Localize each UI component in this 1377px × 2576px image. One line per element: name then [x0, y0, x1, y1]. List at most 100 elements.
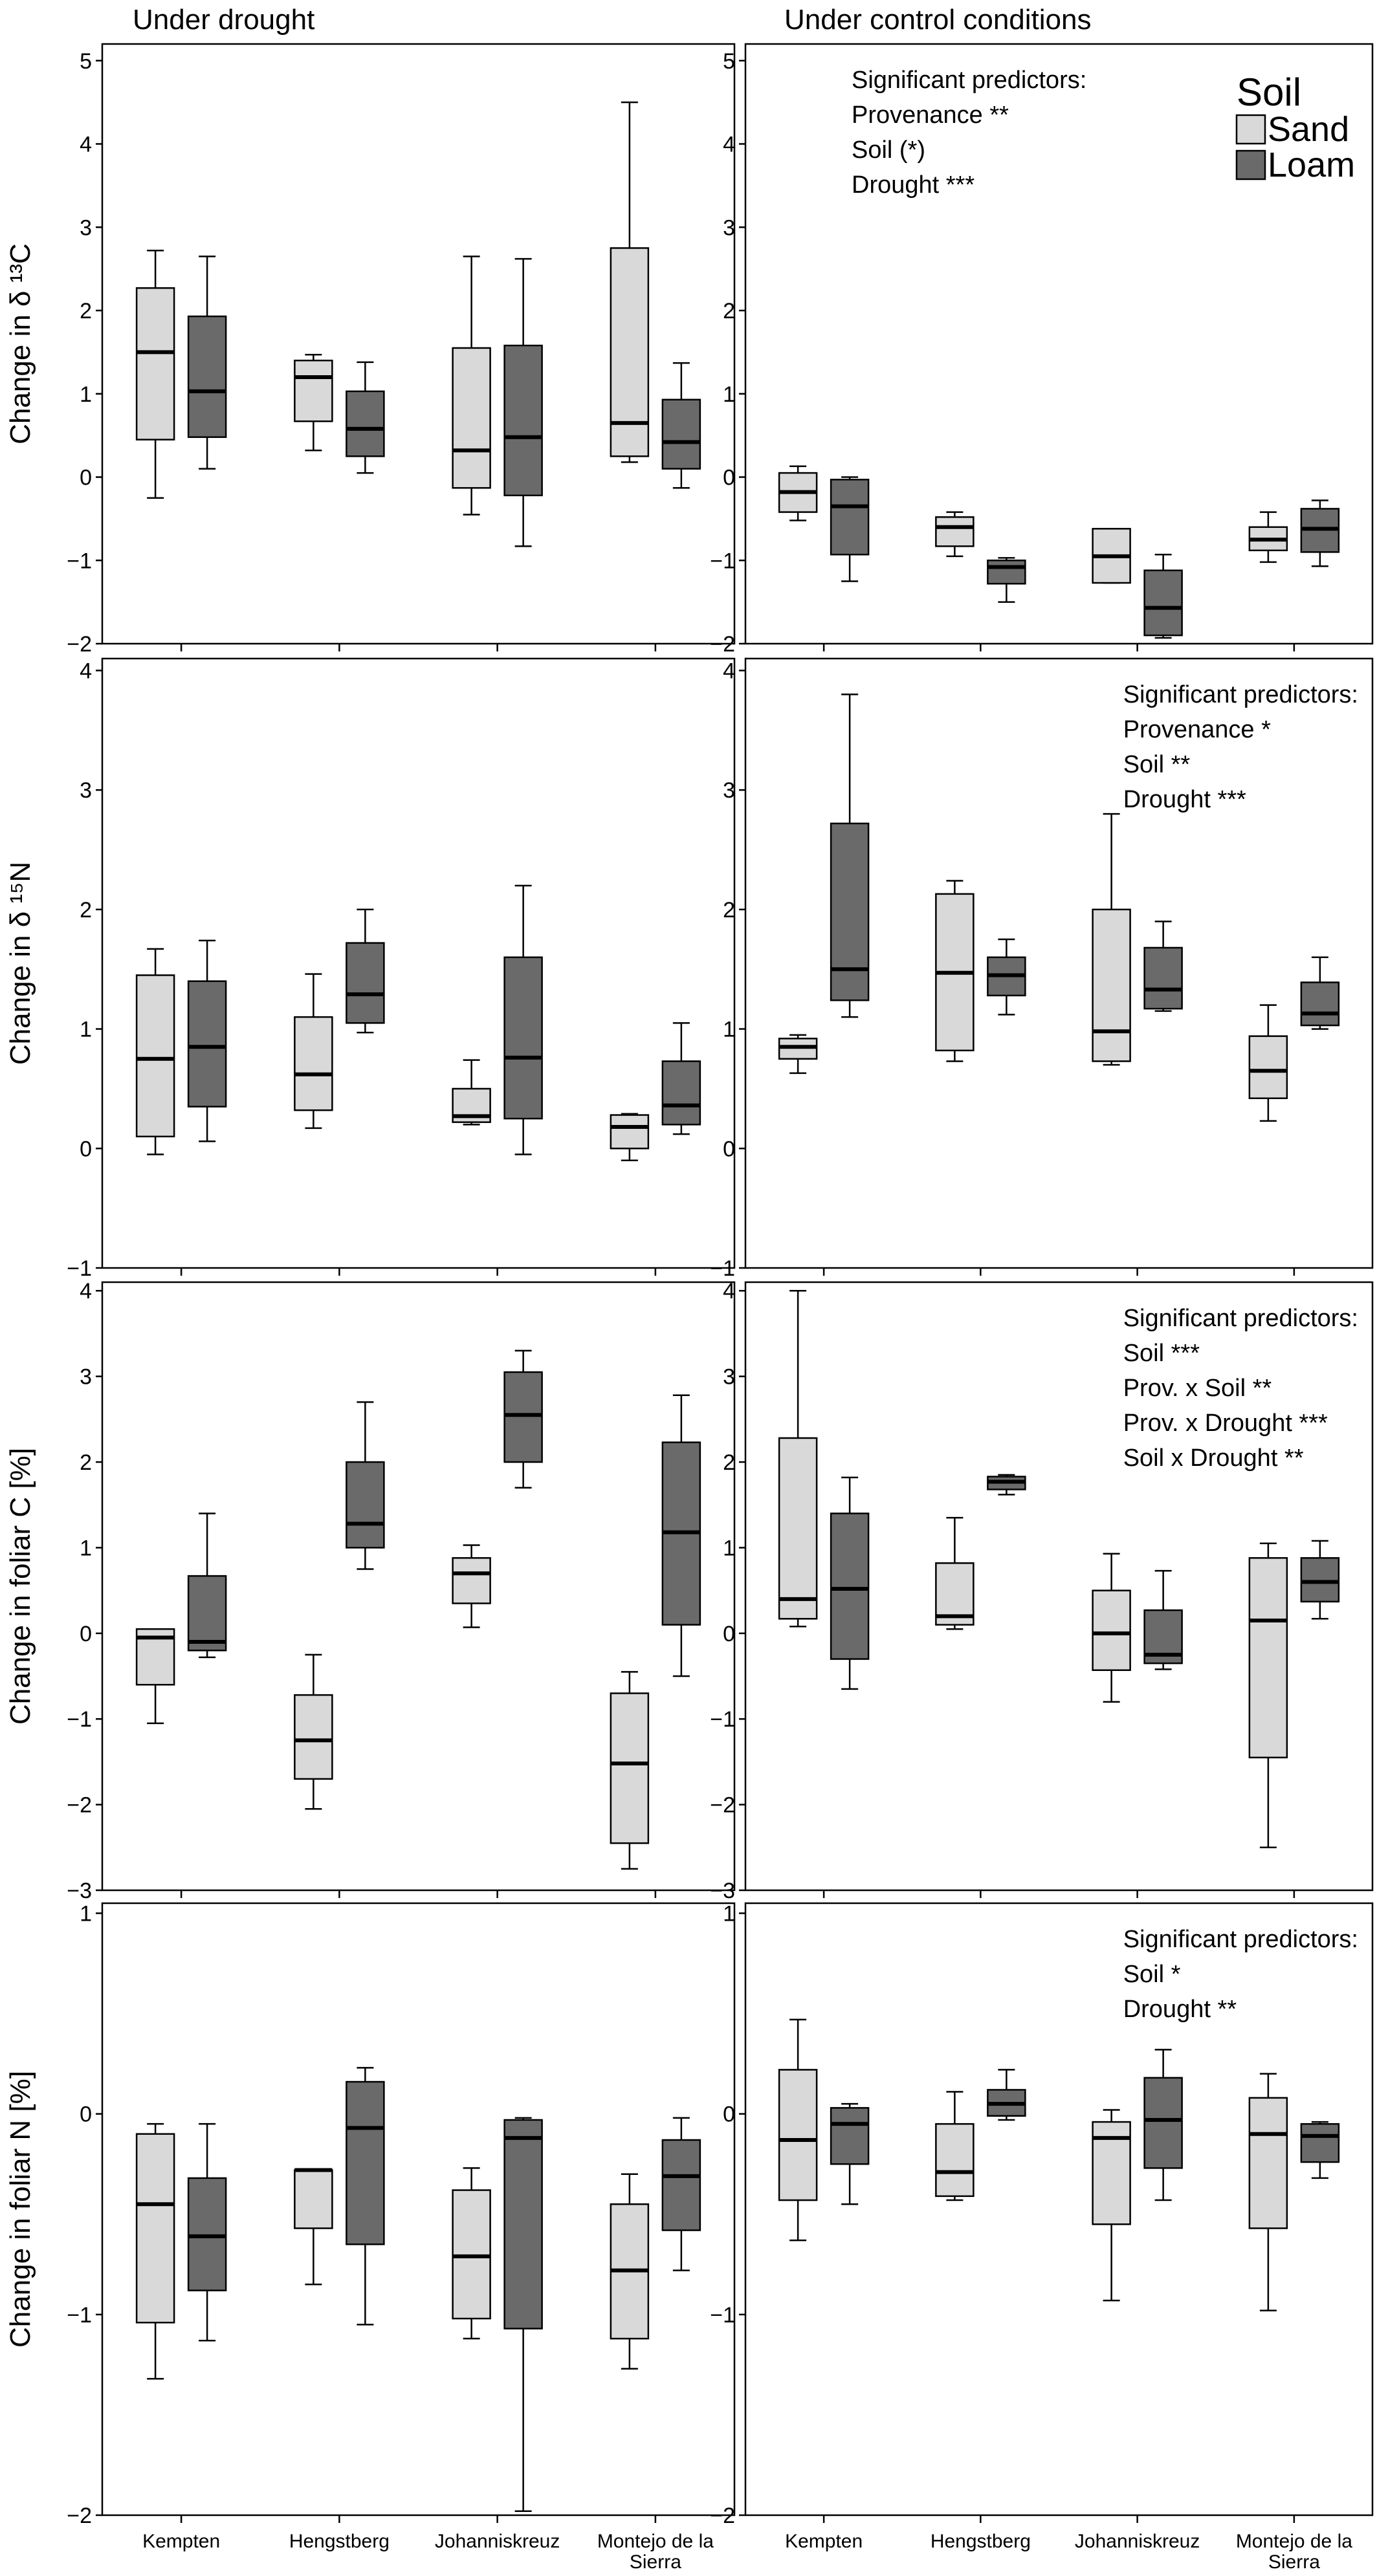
iqr-box [452, 1557, 491, 1604]
box-sand [610, 101, 650, 463]
y-tick-label: −1 [710, 549, 735, 573]
annotation-predictor: Drought ** [1123, 1996, 1237, 2023]
y-tick-label: −3 [67, 1879, 92, 1903]
category-label: Montejo de la [1236, 2531, 1352, 2552]
significance-annotation: Significant predictors: Soil *** Prov. x S… [1123, 1305, 1358, 1472]
box-loam [1300, 1540, 1340, 1620]
annotation-predictor: Soil *** [1123, 1340, 1200, 1367]
annotation-title: Significant predictors: [852, 67, 1086, 94]
iqr-box [610, 1692, 650, 1844]
y-tick-label: 1 [723, 1902, 735, 1927]
box-loam [1300, 2121, 1340, 2179]
category-label: Kempten [142, 2531, 220, 2552]
box-loam [1143, 921, 1183, 1012]
annotation-predictor: Prov. x Soil ** [1123, 1375, 1272, 1402]
box-sand [1092, 1553, 1131, 1703]
box-loam [661, 1394, 701, 1677]
iqr-box [830, 822, 870, 1001]
box-loam [346, 361, 385, 474]
annotation-predictor: Soil ** [1123, 751, 1191, 778]
y-tick-label: −1 [710, 1707, 735, 1732]
box-sand [935, 1516, 975, 1630]
box-sand [1248, 1004, 1288, 1122]
iqr-box [935, 516, 975, 547]
iqr-box [294, 1694, 333, 1780]
legend-swatch-loam [1235, 149, 1266, 180]
box-sand [452, 1059, 491, 1126]
annotation-title: Significant predictors: [1123, 1305, 1358, 1332]
iqr-box [661, 2139, 701, 2231]
significance-annotation: Significant predictors: Provenance * Soil … [1123, 681, 1358, 813]
box-sand [452, 1544, 491, 1628]
y-tick-label: −2 [67, 632, 92, 657]
y-tick-label: 2 [723, 299, 735, 323]
y-tick-label: 5 [723, 49, 735, 74]
box-sand [935, 880, 975, 1062]
y-tick-label: 1 [80, 1018, 92, 1042]
category-label: Sierra [1268, 2551, 1320, 2573]
panel-drought: −1 0 1 2 3 4 [67, 657, 736, 1281]
iqr-box [778, 1437, 818, 1620]
annotation-predictor: Drought *** [1123, 786, 1246, 813]
significance-annotation: Significant predictors: Provenance ** Soil… [852, 67, 1086, 199]
box-sand [1092, 528, 1131, 584]
legend-label-loam: Loam [1268, 146, 1355, 184]
iqr-box [294, 360, 333, 422]
iqr-box [1143, 946, 1183, 1010]
annotation-title: Significant predictors: [1123, 681, 1358, 708]
y-tick-label: 2 [723, 898, 735, 922]
box-loam [987, 557, 1026, 603]
chart-row-4: Change in foliar N [%] −2 −1 0 1 Kempten Hengs… [5, 1902, 1374, 2573]
box-sand [1092, 813, 1131, 1066]
y-tick-label: 1 [80, 382, 92, 407]
panel-frame [744, 43, 1374, 645]
y-tick-label: 1 [723, 382, 735, 407]
y-tick-label: −3 [710, 1879, 735, 1903]
y-tick-label: −2 [67, 1793, 92, 1818]
iqr-box [135, 974, 175, 1138]
y-tick-label: 3 [80, 1365, 92, 1390]
y-tick-label: 1 [80, 1536, 92, 1560]
y-tick-label: 0 [723, 1622, 735, 1646]
iqr-box [1248, 1035, 1288, 1099]
panel-frame [744, 657, 1374, 1269]
panel-frame [101, 657, 736, 1269]
box-loam [661, 2117, 701, 2271]
iqr-box [346, 942, 385, 1024]
iqr-box [1092, 1589, 1131, 1671]
iqr-box [135, 287, 175, 441]
box-loam [1143, 2049, 1183, 2201]
box-sand [778, 1289, 818, 1628]
box-loam [346, 908, 385, 1034]
y-axis-label: Change in foliar C [%] [5, 1448, 36, 1725]
y-tick-label: 1 [723, 1536, 735, 1560]
y-tick-label: −2 [710, 1793, 735, 1818]
box-loam [187, 2123, 227, 2342]
panel-frame [101, 43, 736, 645]
iqr-box [1300, 981, 1340, 1027]
iqr-box [987, 560, 1026, 585]
box-sand [935, 511, 975, 558]
y-tick-label: 0 [80, 2102, 92, 2127]
box-loam [1300, 956, 1340, 1030]
box-sand [610, 2173, 650, 2370]
y-tick-label: 5 [80, 49, 92, 74]
y-tick-label: 4 [80, 659, 92, 683]
box-loam [346, 1401, 385, 1570]
box-sand [1248, 511, 1288, 563]
iqr-box [187, 1575, 227, 1652]
panel-drought: −2 −1 0 1 Kempten Hengstberg Johanniskreuz Mont… [67, 1902, 736, 2573]
box-loam [830, 476, 870, 582]
panel-control: −3 −2 −1 0 1 2 3 4 Significant predictors: Soil *… [710, 1279, 1374, 1903]
category-label: Kempten [785, 2531, 863, 2552]
panel-control: −2 −1 0 1 Significant predictors: Soil * Droug… [710, 1902, 1374, 2573]
box-sand [610, 1671, 650, 1870]
annotation-predictor: Soil x Drought ** [1123, 1445, 1304, 1472]
box-sand [452, 2167, 491, 2340]
box-sand [135, 2123, 175, 2380]
y-tick-label: 0 [80, 1137, 92, 1161]
y-tick-label: −1 [67, 1256, 92, 1281]
iqr-box [1143, 2077, 1183, 2169]
significance-annotation: Significant predictors: Soil * Drought ** [1123, 1926, 1358, 2023]
